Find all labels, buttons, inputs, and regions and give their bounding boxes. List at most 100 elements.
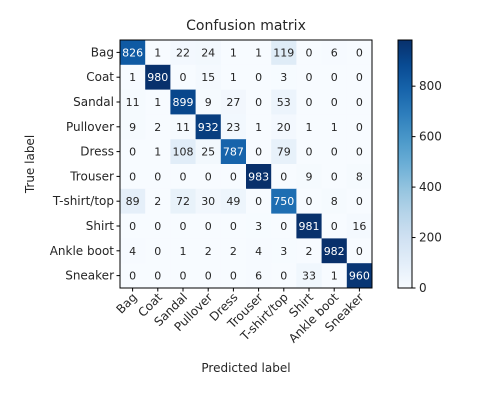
matrix-cell	[195, 213, 222, 239]
cell-value-label: 0	[154, 170, 161, 183]
cell-value-label: 33	[302, 270, 316, 283]
matrix-cell	[246, 114, 272, 140]
matrix-cell	[246, 213, 272, 239]
cell-value-label: 0	[356, 71, 363, 84]
cell-value-label: 11	[176, 121, 190, 134]
matrix-cell	[296, 263, 323, 289]
matrix-cell	[195, 64, 222, 91]
chart-title: Confusion matrix	[186, 18, 306, 34]
cell-value-label: 6	[255, 270, 262, 283]
matrix-cell	[220, 164, 247, 190]
matrix-cell	[346, 263, 373, 289]
matrix-cell	[296, 188, 323, 215]
cell-value-label: 2	[306, 245, 313, 258]
cell-value-label: 787	[223, 146, 244, 159]
y-tick-label-sandal: Sandal	[73, 95, 114, 109]
cell-value-label: 25	[201, 146, 215, 159]
cell-value-label: 0	[331, 146, 338, 159]
y-axis-label: True label	[23, 135, 37, 194]
cell-value-label: 6	[331, 46, 338, 59]
matrix-cell	[321, 89, 348, 115]
matrix-cell	[220, 114, 247, 140]
cell-value-label: 3	[280, 245, 287, 258]
matrix-cell	[321, 164, 348, 190]
cell-value-label: 1	[331, 270, 338, 283]
cell-value-label: 0	[331, 96, 338, 109]
matrix-cell	[170, 238, 197, 264]
matrix-cell	[246, 238, 272, 264]
cell-value-label: 0	[180, 270, 187, 283]
cell-value-label: 1	[129, 71, 136, 84]
cell-value-label: 0	[129, 146, 136, 159]
colorbar-tick-label: 400	[419, 180, 442, 194]
matrix-cell	[195, 89, 222, 115]
cell-value-label: 960	[349, 270, 370, 283]
matrix-cell	[170, 164, 197, 190]
matrix-cell	[346, 64, 373, 91]
colorbar	[397, 39, 413, 289]
cell-value-label: 1	[255, 46, 262, 59]
cell-value-label: 0	[306, 96, 313, 109]
matrix-cell	[195, 40, 222, 66]
y-tick-label-shirt: Shirt	[86, 219, 114, 233]
matrix-cell	[120, 114, 146, 140]
cell-value-label: 980	[147, 71, 168, 84]
matrix-cell	[321, 64, 348, 91]
y-tick-label-sneaker: Sneaker	[65, 269, 114, 283]
matrix-cell	[246, 64, 272, 91]
cell-value-label: 0	[306, 71, 313, 84]
cell-value-label: 49	[226, 195, 240, 208]
y-tick-label-bag: Bag	[91, 45, 114, 59]
cell-value-label: 0	[129, 220, 136, 233]
matrix-cell	[195, 139, 222, 165]
matrix-cell	[170, 263, 197, 289]
matrix-cell	[195, 188, 222, 215]
matrix-cell	[271, 164, 297, 190]
colorbar-tick-label: 600	[419, 130, 442, 144]
matrix-cell	[170, 213, 197, 239]
cell-value-label: 16	[352, 220, 366, 233]
matrix-cell	[346, 139, 373, 165]
matrix-cell	[346, 40, 373, 66]
matrix-cell	[170, 114, 197, 140]
x-tick-label-bag: Bag	[113, 290, 139, 316]
cell-value-label: 9	[129, 121, 136, 134]
matrix-cell	[321, 263, 348, 289]
cell-value-label: 0	[230, 170, 237, 183]
cell-value-label: 0	[205, 170, 212, 183]
matrix-cell	[195, 114, 222, 140]
matrix-cell	[296, 89, 323, 115]
matrix-cell	[271, 188, 297, 215]
matrix-cell	[220, 139, 247, 165]
matrix-cell	[220, 238, 247, 264]
cell-value-label: 0	[356, 46, 363, 59]
matrix-cell	[120, 139, 146, 165]
matrix-cell	[296, 40, 323, 66]
y-tick-label-pullover: Pullover	[66, 120, 114, 134]
cell-value-label: 0	[154, 270, 161, 283]
cell-value-label: 0	[205, 220, 212, 233]
matrix-cells	[120, 40, 373, 289]
cell-value-label: 0	[180, 71, 187, 84]
matrix-cell	[145, 164, 171, 190]
matrix-cell	[296, 238, 323, 264]
cell-value-label: 1	[154, 146, 161, 159]
cell-value-label: 0	[306, 146, 313, 159]
cell-value-label: 0	[331, 71, 338, 84]
matrix-cell	[120, 40, 146, 66]
cell-value-label: 27	[226, 96, 240, 109]
matrix-cell	[296, 213, 323, 239]
matrix-cell	[145, 213, 171, 239]
cell-value-label: 108	[173, 146, 194, 159]
cell-value-label: 899	[173, 96, 194, 109]
matrix-cell	[145, 188, 171, 215]
cell-value-label: 982	[324, 245, 345, 258]
matrix-cell	[170, 64, 197, 91]
y-axis-ticks: Bag Coat Sandal Pullover Dress Trouser T-shirt…	[50, 45, 120, 283]
cell-value-label: 0	[306, 46, 313, 59]
cell-value-label: 9	[205, 96, 212, 109]
cell-value-label: 3	[280, 71, 287, 84]
y-tick-label-ankle-boot: Ankle boot	[50, 244, 115, 258]
cell-value-label: 22	[176, 46, 190, 59]
